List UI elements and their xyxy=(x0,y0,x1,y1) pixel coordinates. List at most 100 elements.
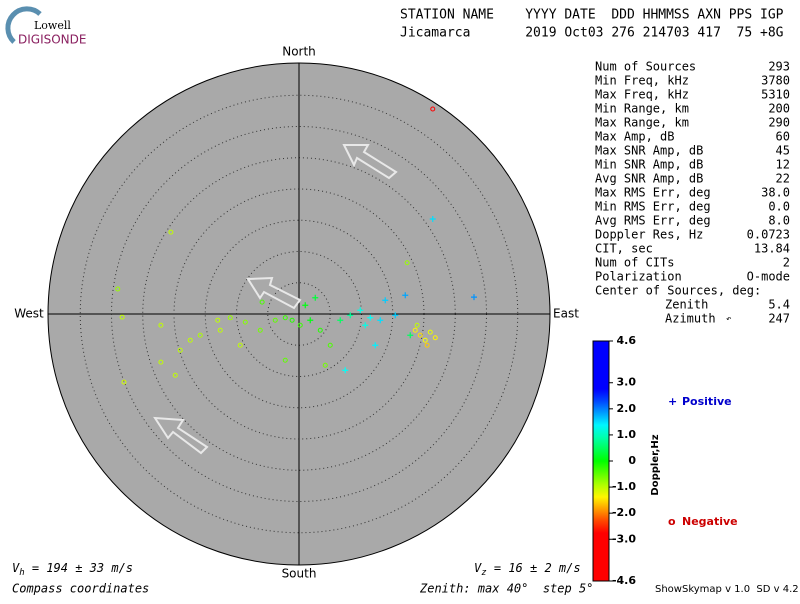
source-negative xyxy=(158,359,164,365)
stat-label: Doppler Res, Hz xyxy=(595,228,703,242)
velocity-text: = 16 ± 2 m/s xyxy=(487,561,581,575)
source-negative xyxy=(282,357,288,363)
stat-label: Min RMS Err, deg xyxy=(595,200,711,214)
arrow xyxy=(153,416,209,455)
colorbar-tick-label: -3.0 xyxy=(612,532,636,545)
stat-label: Max Freq, kHz xyxy=(595,88,689,102)
source-negative xyxy=(217,327,223,333)
source-positive xyxy=(382,297,389,304)
velocity-symbol: V xyxy=(474,561,482,575)
source-negative xyxy=(115,286,121,292)
source-negative xyxy=(158,322,164,328)
source-positive xyxy=(392,312,399,319)
source-negative xyxy=(168,229,174,235)
zenith-footer: Zenith: max 40° step 5° xyxy=(419,582,593,596)
source-positive xyxy=(357,307,364,314)
source-negative xyxy=(282,315,288,321)
colorbar-tick-label: -4.6 xyxy=(612,574,636,587)
velocity-vz: Vz = 16 ± 2 m/s xyxy=(474,561,581,578)
stat-label: Min SNR Amp, dB xyxy=(595,158,703,172)
velocity-vh: Vh = 194 ± 33 m/s xyxy=(12,561,133,578)
velocity-sub: h xyxy=(19,568,24,578)
logo: Lowell DIGISONDE xyxy=(5,6,86,47)
source-negative xyxy=(422,337,428,343)
source-positive xyxy=(367,314,374,321)
source-positive xyxy=(347,312,354,319)
stat-label: Min Range, km xyxy=(595,102,689,116)
source-negative xyxy=(322,362,328,368)
stat-value: 293 xyxy=(768,60,790,74)
colorbar-tick-label: 2.0 xyxy=(617,402,637,415)
source-negative xyxy=(427,329,433,335)
source-negative xyxy=(414,322,420,328)
header-values: Jicamarca 2019 Oct03 276 214703 417 75 +… xyxy=(400,26,784,41)
source-negative xyxy=(242,319,248,325)
azimuth-value: 247 xyxy=(768,312,790,326)
source-positive xyxy=(307,317,314,324)
source-negative xyxy=(327,342,333,348)
source-positive xyxy=(302,302,309,309)
source-negative xyxy=(257,327,263,333)
source-positive xyxy=(362,322,369,329)
source-negative xyxy=(259,299,265,305)
stat-label: Avg SNR Amp, dB xyxy=(595,172,703,186)
colorbar-tick-label: 0 xyxy=(628,454,636,467)
source-negative xyxy=(227,315,233,321)
colorbar-label: Doppler,Hz xyxy=(650,434,661,495)
source-positive xyxy=(429,216,436,222)
stat-label: Num of CITs xyxy=(595,256,674,270)
stat-label: Max RMS Err, deg xyxy=(595,186,711,200)
legend-name: Positive xyxy=(682,395,732,408)
velocity-symbol: V xyxy=(12,561,20,575)
stat-value: 3780 xyxy=(761,74,790,88)
source-negative xyxy=(172,372,178,378)
source-negative xyxy=(417,332,423,338)
colorbar-tick-label: 1.0 xyxy=(617,428,637,441)
version: ShowSkymap v 1.0 SD v 4.2 xyxy=(655,584,799,595)
stat-value: 12 xyxy=(776,158,790,172)
stat-value: 22 xyxy=(776,172,790,186)
source-negative xyxy=(297,322,303,328)
source-negative xyxy=(215,317,221,323)
arrow xyxy=(246,276,302,310)
stat-value: O-mode xyxy=(747,270,790,284)
source-positive xyxy=(407,332,414,339)
stat-value: 13.84 xyxy=(754,242,790,256)
source-negative xyxy=(272,317,278,323)
stat-label: Num of Sources xyxy=(595,60,696,74)
stat-value: 2 xyxy=(783,256,790,270)
colorbar-tick-label: -1.0 xyxy=(612,480,636,493)
legend-symbol: + xyxy=(668,395,677,408)
arrow xyxy=(342,144,398,180)
coords-label: Compass coordinates xyxy=(12,582,149,596)
source-negative xyxy=(237,342,243,348)
source-positive xyxy=(471,294,477,301)
colorbar xyxy=(592,340,610,582)
azimuth-icon: ↶ xyxy=(726,315,731,325)
source-positive xyxy=(337,317,344,324)
dir-south: South xyxy=(282,567,317,581)
logo-top: Lowell xyxy=(34,19,71,32)
stat-value: 60 xyxy=(776,130,790,144)
zenith-label: Zenith xyxy=(665,298,708,312)
colorbar-tick-label: 4.6 xyxy=(617,334,637,347)
stat-value: 0.0 xyxy=(768,200,790,214)
velocity-arrows xyxy=(153,144,398,455)
source-negative xyxy=(197,332,203,338)
azimuth-label: Azimuth xyxy=(665,312,716,326)
legend-symbol: o xyxy=(668,515,676,528)
stat-value: 200 xyxy=(768,102,790,116)
stat-label: Min Freq, kHz xyxy=(595,74,689,88)
source-negative xyxy=(121,379,127,385)
source-positive xyxy=(312,294,319,301)
stat-value: 0.0723 xyxy=(747,228,790,242)
stat-label: Polarization xyxy=(595,270,682,284)
source-negative xyxy=(424,342,430,348)
header-labels: STATION NAME YYYY DATE DDD HHMMSS AXN PP… xyxy=(400,8,784,23)
stat-label: Max Range, km xyxy=(595,116,689,130)
source-positive xyxy=(372,342,379,349)
center-title: Center of Sources, deg: xyxy=(595,284,761,298)
stat-value: 45 xyxy=(776,144,790,158)
colorbar-tick-label: 3.0 xyxy=(617,376,637,389)
